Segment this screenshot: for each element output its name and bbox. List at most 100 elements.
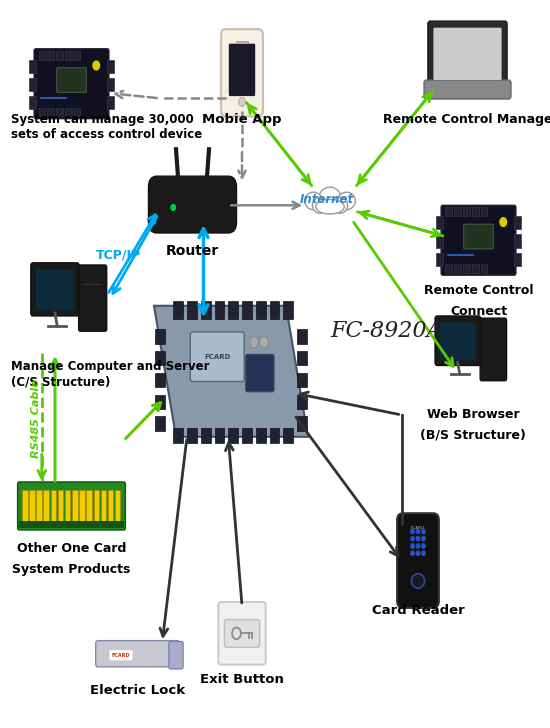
Circle shape bbox=[250, 336, 258, 348]
Bar bbox=[29, 96, 36, 109]
FancyBboxPatch shape bbox=[229, 44, 255, 96]
Bar bbox=[155, 329, 165, 344]
FancyBboxPatch shape bbox=[18, 482, 125, 530]
Text: RS485 Cable: RS485 Cable bbox=[31, 379, 41, 458]
FancyBboxPatch shape bbox=[441, 205, 516, 275]
Circle shape bbox=[93, 61, 100, 70]
Bar bbox=[29, 60, 36, 73]
Bar bbox=[201, 428, 211, 443]
Bar bbox=[115, 490, 120, 522]
FancyBboxPatch shape bbox=[148, 176, 236, 233]
Text: FCARD: FCARD bbox=[204, 354, 230, 360]
FancyBboxPatch shape bbox=[36, 269, 74, 310]
Bar bbox=[481, 207, 487, 216]
Bar bbox=[39, 108, 45, 116]
FancyBboxPatch shape bbox=[424, 80, 511, 99]
Circle shape bbox=[411, 551, 414, 555]
Bar bbox=[297, 329, 307, 344]
Bar bbox=[270, 428, 279, 443]
FancyBboxPatch shape bbox=[190, 332, 244, 381]
Text: Manage Computer and Server
(C/S Structure): Manage Computer and Server (C/S Structur… bbox=[11, 360, 210, 388]
Circle shape bbox=[416, 529, 420, 534]
Bar bbox=[463, 207, 470, 216]
Ellipse shape bbox=[305, 192, 322, 210]
Text: Other One Card
System Products: Other One Card System Products bbox=[12, 542, 131, 577]
FancyBboxPatch shape bbox=[246, 355, 274, 392]
Bar bbox=[94, 490, 99, 522]
Bar bbox=[29, 490, 35, 522]
Text: Electric Lock: Electric Lock bbox=[90, 684, 185, 697]
Bar bbox=[436, 216, 443, 229]
Bar bbox=[297, 416, 307, 431]
Text: Remote Control
Connect: Remote Control Connect bbox=[424, 284, 534, 318]
Bar bbox=[47, 51, 54, 60]
Circle shape bbox=[171, 205, 175, 210]
Bar bbox=[214, 301, 224, 319]
Circle shape bbox=[411, 544, 414, 548]
Bar bbox=[79, 490, 85, 522]
Bar bbox=[214, 428, 224, 443]
Bar bbox=[56, 108, 63, 116]
Bar bbox=[19, 521, 124, 528]
Ellipse shape bbox=[411, 574, 425, 588]
Bar bbox=[283, 301, 293, 319]
Bar bbox=[514, 253, 521, 266]
FancyBboxPatch shape bbox=[31, 263, 79, 316]
Bar bbox=[155, 416, 165, 431]
Bar bbox=[22, 490, 28, 522]
FancyBboxPatch shape bbox=[96, 641, 179, 667]
Bar bbox=[72, 490, 78, 522]
Bar bbox=[155, 373, 165, 387]
Bar bbox=[228, 301, 238, 319]
Ellipse shape bbox=[332, 197, 348, 213]
FancyBboxPatch shape bbox=[57, 68, 86, 92]
Ellipse shape bbox=[338, 192, 355, 210]
Bar bbox=[242, 301, 252, 319]
Bar bbox=[29, 78, 36, 91]
Text: Card Reader: Card Reader bbox=[372, 604, 464, 617]
FancyBboxPatch shape bbox=[433, 28, 502, 80]
Bar bbox=[454, 207, 461, 216]
Bar bbox=[187, 301, 197, 319]
Bar bbox=[43, 490, 49, 522]
Bar bbox=[297, 351, 307, 365]
FancyBboxPatch shape bbox=[397, 513, 439, 608]
Bar bbox=[201, 301, 211, 319]
FancyBboxPatch shape bbox=[428, 21, 507, 87]
Bar bbox=[107, 60, 114, 73]
FancyBboxPatch shape bbox=[34, 49, 109, 119]
FancyBboxPatch shape bbox=[435, 316, 481, 365]
Bar bbox=[65, 51, 72, 60]
Bar bbox=[187, 428, 197, 443]
Text: Internet: Internet bbox=[300, 193, 354, 206]
Circle shape bbox=[411, 537, 414, 541]
Bar bbox=[463, 264, 470, 273]
Bar bbox=[256, 301, 266, 319]
Bar bbox=[436, 253, 443, 266]
Bar bbox=[472, 207, 478, 216]
Text: FCARD: FCARD bbox=[411, 526, 425, 530]
Circle shape bbox=[416, 537, 420, 541]
Bar bbox=[228, 428, 238, 443]
Circle shape bbox=[422, 544, 425, 548]
Circle shape bbox=[416, 551, 420, 555]
Bar bbox=[256, 428, 266, 443]
Bar bbox=[47, 108, 54, 116]
FancyBboxPatch shape bbox=[218, 602, 266, 665]
Text: Exit Button: Exit Button bbox=[200, 673, 284, 687]
Bar bbox=[446, 207, 452, 216]
Bar bbox=[481, 264, 487, 273]
Bar bbox=[297, 395, 307, 409]
FancyBboxPatch shape bbox=[169, 641, 183, 669]
Circle shape bbox=[411, 529, 414, 534]
Bar bbox=[74, 108, 80, 116]
Text: Router: Router bbox=[166, 244, 219, 258]
Bar bbox=[107, 78, 114, 91]
Bar bbox=[39, 51, 45, 60]
Bar bbox=[173, 301, 183, 319]
Circle shape bbox=[416, 544, 420, 548]
Bar bbox=[242, 428, 252, 443]
Polygon shape bbox=[154, 306, 308, 437]
FancyBboxPatch shape bbox=[221, 29, 263, 116]
Text: Mobie App: Mobie App bbox=[202, 113, 282, 126]
